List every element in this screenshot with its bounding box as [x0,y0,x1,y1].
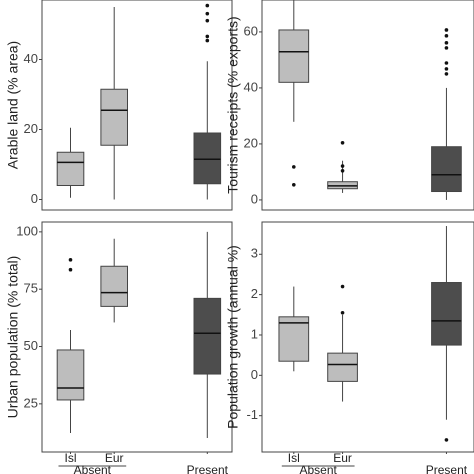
panel-border [41,221,233,453]
x-tick-label: Eur [333,451,352,465]
outlier [444,72,449,76]
group-label: Present [187,463,229,474]
outlier [340,141,345,145]
outlier [444,41,449,45]
plot-area [56,3,222,200]
outlier [444,46,449,50]
y-axis-label: Population growth (annual %) [225,245,241,429]
y-tick-label: 20 [24,121,38,136]
outlier [205,18,210,23]
box [431,146,462,193]
y-tick-label: 1 [251,326,258,341]
y-tick-label: 0 [251,367,258,382]
outlier [444,438,449,442]
box [431,282,462,346]
box [56,151,85,186]
y-tick-label: 60 [244,23,258,38]
y-tick-label: 3 [251,246,258,261]
box [193,132,222,185]
y-axis-label: Tourism receipts (% exports) [225,16,241,193]
outlier [205,11,210,16]
x-tick-label: Isl [288,451,300,465]
y-tick-label: 75 [24,281,38,296]
outlier [340,169,345,173]
y-tick-label: 100 [16,223,38,238]
outlier [205,34,210,39]
y-tick-label: 0 [31,191,38,206]
outlier [205,3,210,8]
y-tick-label: 50 [24,338,38,353]
y-tick-label: 20 [244,135,258,150]
outlier [340,284,345,289]
box [327,352,358,382]
box [100,88,129,146]
group-label: Absent [74,463,112,474]
panel-border [261,221,474,453]
box [100,265,129,307]
outlier [444,61,449,65]
outlier [292,183,296,187]
y-tick-label: 40 [24,51,38,66]
box [56,349,85,401]
y-tick-label: 25 [24,395,38,410]
group-label: Absent [300,463,338,474]
outlier [340,310,345,315]
x-tick-label: Isl [65,451,77,465]
y-tick-label: 0 [251,191,258,206]
y-axis-label: Urban population (% total) [5,256,21,419]
outlier [292,165,296,169]
y-tick-label: 2 [251,286,258,301]
y-tick-label: -1 [246,407,258,422]
plot-area [56,231,222,439]
x-tick-label: Eur [105,451,124,465]
box [278,29,310,83]
box [193,297,222,375]
y-tick-label: 40 [244,79,258,94]
outlier [68,258,73,262]
outlier [205,38,210,43]
outlier [68,267,73,272]
outlier [444,34,449,38]
panel-border [41,0,233,211]
box [278,316,310,362]
panel-border [261,0,474,211]
outlier [444,67,449,71]
plot-area [278,0,462,200]
outlier [444,28,449,32]
y-axis-label: Arable land (% area) [5,41,21,169]
group-label: Present [426,463,468,474]
outlier [340,164,345,168]
plot-area [278,226,462,442]
